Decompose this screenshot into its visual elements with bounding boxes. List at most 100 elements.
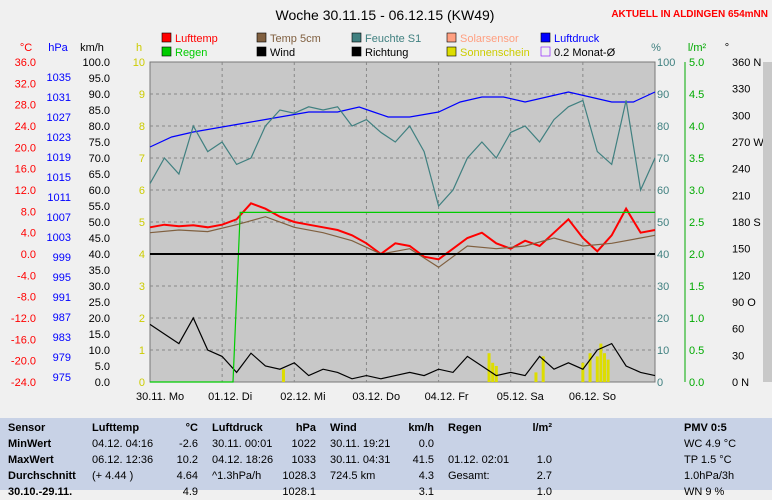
temp-tick-label: 4.0	[21, 228, 36, 240]
stats-panel-sensor: Sensor MinWert MaxWert Durchschnitt 30.1…	[4, 418, 84, 498]
regen-header: Regen	[448, 422, 482, 434]
regen-unit: l/m²	[532, 422, 552, 434]
direction-tick-label: 240	[732, 164, 750, 176]
pressure-tick-label: 983	[53, 332, 71, 344]
pmv-wn: WN 9 %	[684, 486, 725, 498]
rain-tick-label: 5.0	[689, 57, 704, 69]
humidity-tick-label: 70	[657, 153, 669, 165]
humidity-tick-label: 20	[657, 313, 669, 325]
direction-tick-label: 300	[732, 110, 750, 122]
luftdruck-min-value: 1022	[291, 438, 316, 450]
legend-swatch-solarsensor	[446, 32, 457, 43]
regen-total-label: Gesamt:	[448, 470, 490, 482]
direction-tick-label: 90 O	[732, 297, 756, 309]
sun-tick-label: 7	[139, 153, 145, 165]
wind-tick-label: 80.0	[89, 121, 110, 133]
pmv-windchill: WC 4.9 °C	[684, 438, 737, 450]
lufttemp-max-value: 10.2	[176, 454, 198, 466]
rain-tick-label: 1.5	[689, 281, 704, 293]
weather-chart: Woche 30.11.15 - 06.12.15 (KW49) AKTUELL…	[10, 7, 772, 403]
legend: Lufttemp Temp 5cm Feuchte S1 Solarsensor Luf…	[161, 32, 616, 59]
wind-tick-label: 100.0	[82, 57, 110, 69]
temp-tick-label: 36.0	[15, 57, 36, 69]
chart-title: Woche 30.11.15 - 06.12.15 (KW49)	[276, 7, 495, 23]
rain-tick-label: 2.0	[689, 249, 704, 261]
lufttemp-avg-value: 4.64	[176, 470, 198, 482]
sunshine-bar	[606, 359, 610, 382]
wind-tick-label: 40.0	[89, 249, 110, 261]
legend-label-temp-5cm: Temp 5cm	[270, 33, 321, 45]
stats-panel-lufttemp: Lufttemp °C 04.12. 04:16 -2.6 06.12. 12:36…	[88, 418, 204, 498]
legend-swatch-wind	[256, 46, 267, 57]
sun-tick-label: 1	[139, 345, 145, 357]
x-tick-label: 04.12. Fr	[425, 391, 469, 403]
wind-tick-label: 90.0	[89, 89, 110, 101]
pressure-tick-label: 1031	[47, 92, 71, 104]
lufttemp-period-value: 4.9	[182, 486, 198, 498]
legend-swatch-sonnenschein	[446, 46, 457, 57]
temp-tick-label: -8.0	[17, 292, 36, 304]
humidity-tick-label: 30	[657, 281, 669, 293]
axis-unit-humidity: %	[651, 42, 661, 54]
humidity-tick-label: 10	[657, 345, 669, 357]
stats-label-max: MaxWert	[8, 454, 54, 466]
direction-tick-label: 150	[732, 244, 750, 256]
temp-tick-label: -24.0	[11, 377, 36, 389]
lufttemp-header: Lufttemp	[92, 422, 140, 434]
rain-tick-label: 3.5	[689, 153, 704, 165]
axis-unit-wind: km/h	[80, 42, 104, 54]
legend-label-solarsensor: Solarsensor	[460, 33, 519, 45]
temp-tick-label: -16.0	[11, 334, 36, 346]
sun-tick-label: 8	[139, 121, 145, 133]
legend-label-regen: Regen	[175, 47, 207, 59]
lufttemp-unit: °C	[185, 422, 198, 434]
legend-swatch-lufttemp	[161, 32, 172, 43]
wind-tick-label: 75.0	[89, 137, 110, 149]
pressure-tick-label: 1015	[47, 172, 71, 184]
axis-unit-direction: °	[725, 42, 729, 54]
stats-panel-regen: Regen l/m² 01.12. 02:01 1.0 Gesamt: 2.7 1.0	[444, 418, 558, 498]
lufttemp-max-time: 06.12. 12:36	[92, 454, 154, 466]
wind-max-time: 30.11. 04:31	[330, 454, 391, 466]
pressure-tick-label: 999	[53, 252, 71, 264]
sunshine-bar	[281, 369, 285, 382]
rain-tick-label: 4.5	[689, 89, 704, 101]
temp-tick-label: 0.0	[21, 249, 36, 261]
wind-header: Wind	[330, 422, 357, 434]
series-line-luftdruck	[149, 91, 656, 148]
humidity-tick-label: 50	[657, 217, 669, 229]
wind-tick-label: 85.0	[89, 105, 110, 117]
humidity-tick-label: 0	[657, 377, 663, 389]
wind-tick-label: 35.0	[89, 265, 110, 277]
wind-avg-value: 4.3	[418, 470, 434, 482]
sun-tick-label: 6	[139, 185, 145, 197]
sun-tick-label: 3	[139, 281, 145, 293]
regen-period-value: 1.0	[536, 486, 552, 498]
direction-tick-label: 270 W	[732, 137, 764, 149]
pressure-tick-label: 1035	[47, 72, 71, 84]
wind-tick-label: 5.0	[95, 361, 110, 373]
wind-tick-label: 25.0	[89, 297, 110, 309]
rain-tick-label: 2.5	[689, 217, 704, 229]
wind-tick-label: 0.0	[95, 377, 110, 389]
stats-label-period: 30.10.-29.11.	[8, 486, 73, 498]
wind-max-value: 41.5	[412, 454, 434, 466]
series-line-temp-5cm	[149, 216, 656, 269]
humidity-tick-label: 40	[657, 249, 669, 261]
direction-tick-label: 210	[732, 190, 750, 202]
axis-unit-rain: l/m²	[688, 42, 707, 54]
pressure-tick-label: 987	[53, 312, 71, 324]
direction-tick-label: 120	[732, 270, 750, 282]
luftdruck-period-value: 1028.1	[282, 486, 316, 498]
stats-panel-pmv: PMV 0:5 WC 4.9 °C TP 1.5 °C 1.0hPa/3h WN…	[680, 418, 770, 498]
rain-tick-label: 3.0	[689, 185, 704, 197]
pressure-tick-label: 1007	[47, 212, 71, 224]
series-line-lufttemp	[149, 202, 656, 261]
legend-label-wind: Wind	[270, 47, 295, 59]
wind-min-value: 0.0	[418, 438, 434, 450]
rain-tick-label: 0.0	[689, 377, 704, 389]
x-tick-label: 06.12. So	[569, 391, 616, 403]
legend-swatch-luftdruck	[540, 32, 551, 43]
x-tick-label: 02.12. Mi	[280, 391, 325, 403]
x-tick-label: 03.12. Do	[352, 391, 400, 403]
